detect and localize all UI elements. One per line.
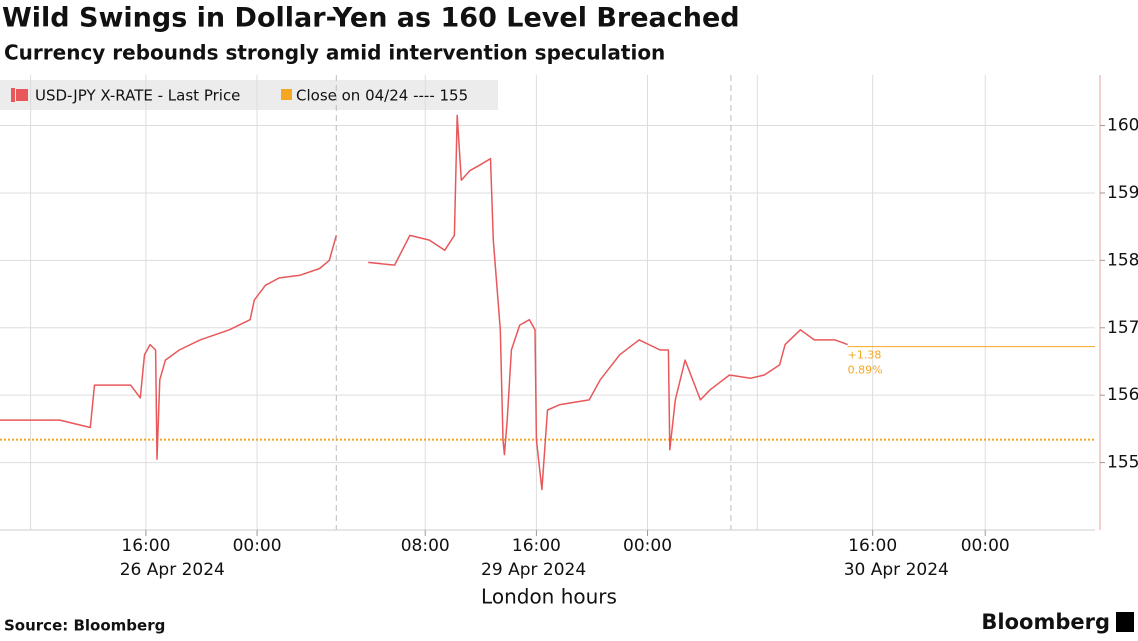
source: Source: Bloomberg xyxy=(4,617,165,635)
legend-swatch xyxy=(281,89,292,100)
date-label: 30 Apr 2024 xyxy=(844,560,949,580)
y-tick-label: 156 xyxy=(1107,385,1138,405)
legend-label: USD-JPY X-RATE - Last Price xyxy=(35,87,240,105)
legend-box xyxy=(0,80,498,110)
x-tick-label: 16:00 xyxy=(848,536,897,556)
y-tick-label: 160 xyxy=(1107,116,1138,136)
x-tick-label: 16:00 xyxy=(512,536,561,556)
x-tick-label: 00:00 xyxy=(623,536,672,556)
y-tick-label: 157 xyxy=(1107,318,1138,338)
last-value-label: +1.38 xyxy=(848,349,882,362)
x-tick-label: 08:00 xyxy=(401,536,450,556)
legend-swatch xyxy=(16,89,28,101)
x-axis-label: London hours xyxy=(481,585,617,609)
brand-mark xyxy=(1116,612,1134,632)
y-tick-label: 155 xyxy=(1107,453,1138,473)
date-label: 29 Apr 2024 xyxy=(481,560,586,580)
brand: Bloomberg xyxy=(981,610,1110,634)
x-tick-label: 00:00 xyxy=(961,536,1010,556)
y-tick-label: 158 xyxy=(1107,250,1138,270)
legend-label: Close on 04/24 ---- 155 xyxy=(296,87,468,105)
y-tick-label: 159 xyxy=(1107,183,1138,203)
date-label: 26 Apr 2024 xyxy=(120,560,225,580)
chart-title: Wild Swings in Dollar-Yen as 160 Level B… xyxy=(2,3,740,34)
legend-swatch xyxy=(11,88,15,102)
x-tick-label: 00:00 xyxy=(233,536,282,556)
last-value-label: 0.89% xyxy=(848,364,883,377)
price-line xyxy=(0,114,848,491)
x-tick-label: 16:00 xyxy=(121,536,170,556)
chart-subtitle: Currency rebounds strongly amid interven… xyxy=(4,41,665,65)
